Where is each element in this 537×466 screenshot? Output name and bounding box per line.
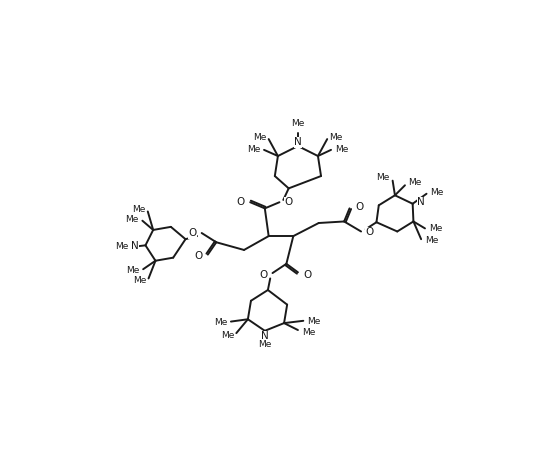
Text: Me: Me (425, 236, 438, 245)
Text: Me: Me (291, 119, 304, 128)
Text: O: O (284, 197, 292, 207)
Text: Me: Me (214, 318, 227, 327)
Text: Me: Me (126, 266, 139, 275)
Text: Me: Me (307, 317, 321, 326)
Text: Me: Me (132, 205, 146, 213)
Text: O: O (355, 202, 363, 212)
Text: Me: Me (408, 178, 422, 187)
Text: Me: Me (330, 133, 343, 142)
Text: O: O (188, 228, 197, 238)
Text: O: O (259, 270, 267, 281)
Text: Me: Me (335, 144, 349, 154)
Text: N: N (261, 331, 268, 341)
Text: O: O (236, 197, 245, 207)
Text: Me: Me (253, 133, 266, 142)
Text: Me: Me (221, 331, 234, 340)
Text: Me: Me (429, 224, 442, 233)
Text: Me: Me (247, 144, 260, 154)
Text: Me: Me (302, 328, 315, 337)
Text: Me: Me (133, 276, 146, 285)
Text: Me: Me (115, 242, 128, 251)
Text: N: N (417, 197, 425, 207)
Text: O: O (194, 251, 202, 261)
Text: N: N (294, 137, 302, 147)
Text: Me: Me (125, 215, 139, 224)
Text: O: O (366, 227, 374, 237)
Text: Me: Me (376, 173, 389, 182)
Text: Me: Me (258, 340, 272, 349)
Text: N: N (131, 241, 139, 251)
Text: O: O (303, 270, 311, 280)
Text: Me: Me (430, 188, 444, 197)
